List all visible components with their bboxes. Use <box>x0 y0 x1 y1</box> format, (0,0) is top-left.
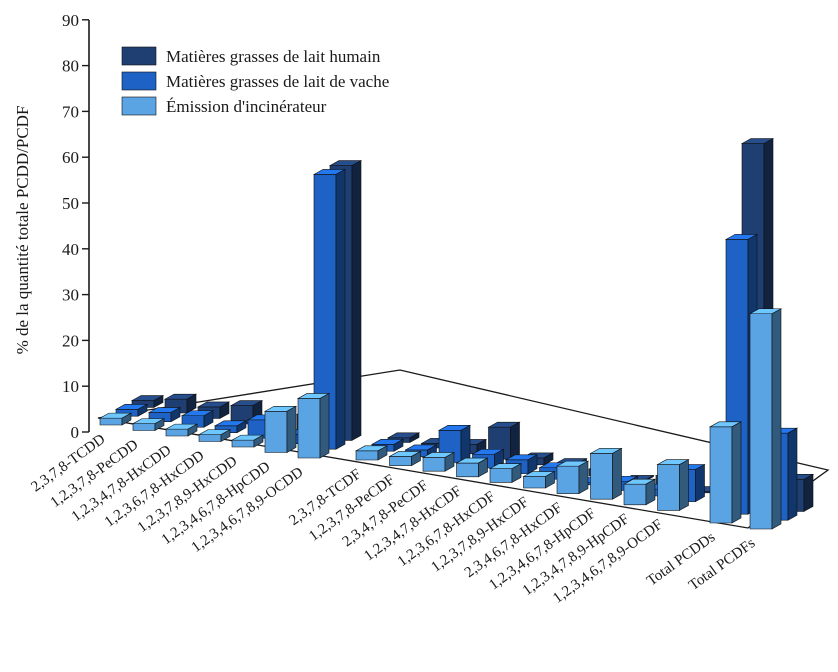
bar <box>589 447 623 500</box>
bar <box>708 421 743 524</box>
bar <box>114 403 149 417</box>
bar <box>312 168 347 450</box>
y-tick-label: 0 <box>71 423 80 442</box>
bar <box>455 457 489 478</box>
y-tick-label: 40 <box>62 240 79 259</box>
bar <box>296 392 331 459</box>
bar <box>197 429 232 443</box>
bar <box>263 405 298 454</box>
legend-entry: Émission d'incinérateur <box>166 97 327 116</box>
y-tick-label: 50 <box>62 194 79 213</box>
legend: Matières grasses de lait humain Matières … <box>121 46 389 116</box>
y-tick-label: 20 <box>62 331 79 350</box>
y-tick-label: 10 <box>62 377 79 396</box>
bar <box>130 395 165 408</box>
legend-entry: Matières grasses de lait de vache <box>166 72 389 91</box>
bar <box>229 400 264 425</box>
bar <box>98 412 133 426</box>
bar-series <box>98 138 815 530</box>
bar <box>164 423 199 437</box>
y-tick-labels: 0 10 20 30 40 50 60 70 80 90 <box>62 11 89 442</box>
bar <box>230 434 265 448</box>
y-tick-label: 70 <box>62 102 79 121</box>
bar <box>622 478 657 506</box>
bar <box>421 451 456 472</box>
y-tick-label: 30 <box>62 286 79 305</box>
bar <box>522 471 556 489</box>
bar <box>656 459 690 511</box>
bar <box>388 450 422 467</box>
y-axis-label: % de la quantité totale PCDD/PCDF <box>13 106 32 355</box>
y-tick-label: 80 <box>62 57 79 76</box>
legend-swatch <box>121 46 157 66</box>
y-tick-label: 60 <box>62 148 79 167</box>
y-tick-label: 90 <box>62 11 79 30</box>
bar <box>488 463 523 483</box>
bar <box>131 418 166 432</box>
legend-swatch <box>121 96 157 116</box>
bar <box>555 460 590 495</box>
bar <box>748 308 783 530</box>
legend-entry: Matières grasses de lait humain <box>166 47 381 66</box>
legend-swatch <box>121 71 157 91</box>
bar <box>354 445 389 461</box>
